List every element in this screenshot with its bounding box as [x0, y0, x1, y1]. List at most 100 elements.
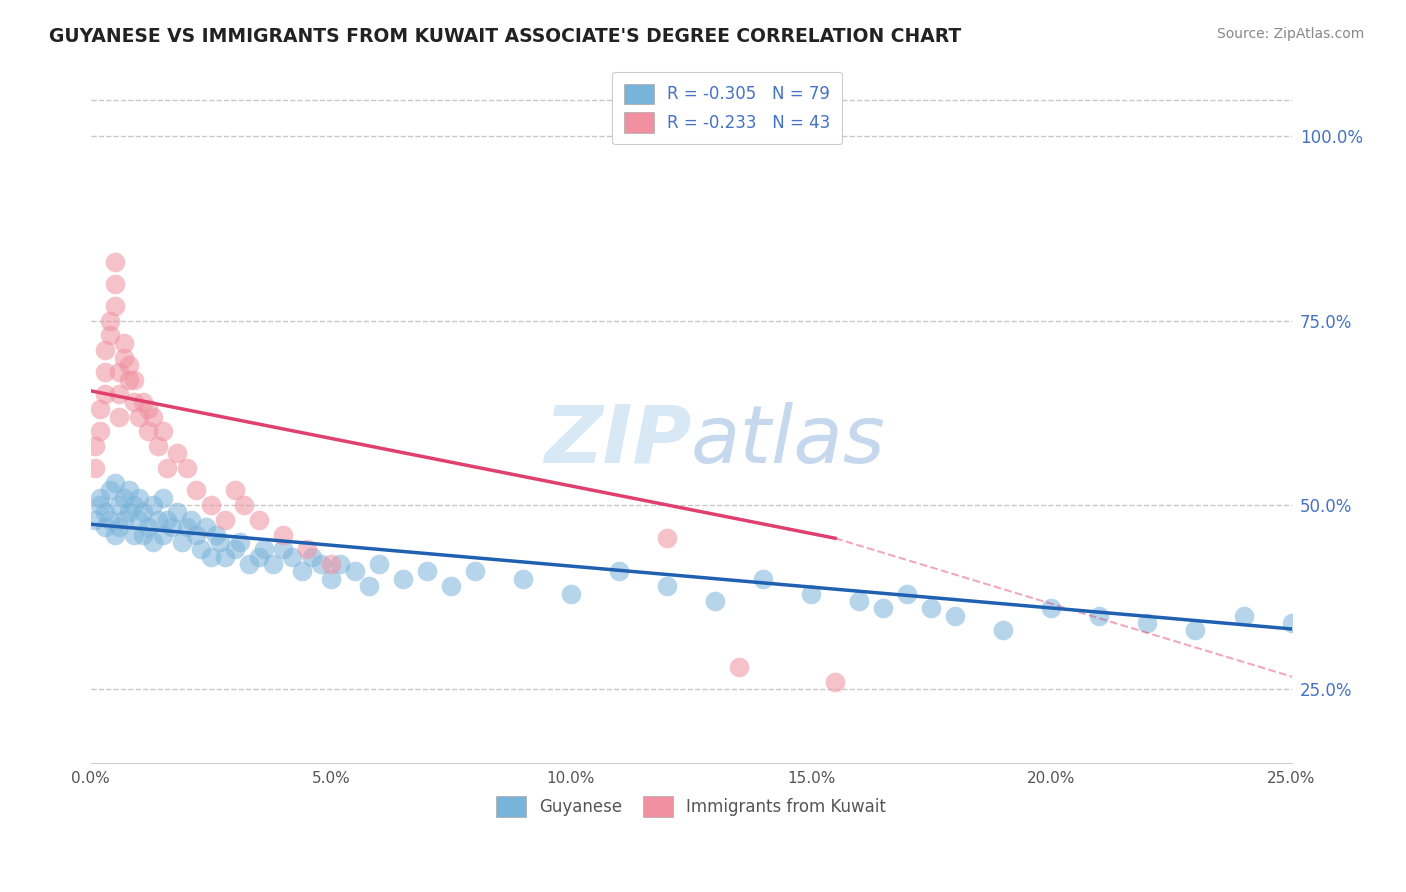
- Point: [84, 461, 107, 475]
- Point: [108, 387, 131, 401]
- Point: [89, 425, 111, 439]
- Point: [104, 527, 127, 541]
- Point: [122, 498, 145, 512]
- Point: [943, 608, 966, 623]
- Point: [152, 491, 174, 505]
- Point: [233, 498, 256, 512]
- Point: [309, 557, 332, 571]
- Point: [655, 579, 678, 593]
- Point: [1232, 608, 1254, 623]
- Point: [295, 542, 318, 557]
- Point: [132, 505, 155, 519]
- Point: [84, 513, 107, 527]
- Point: [104, 299, 127, 313]
- Point: [319, 572, 342, 586]
- Point: [281, 549, 304, 564]
- Point: [704, 594, 727, 608]
- Text: GUYANESE VS IMMIGRANTS FROM KUWAIT ASSOCIATE'S DEGREE CORRELATION CHART: GUYANESE VS IMMIGRANTS FROM KUWAIT ASSOC…: [49, 27, 962, 45]
- Point: [238, 557, 260, 571]
- Point: [824, 675, 846, 690]
- Point: [128, 491, 150, 505]
- Point: [98, 513, 121, 527]
- Point: [224, 542, 246, 557]
- Point: [416, 565, 439, 579]
- Point: [186, 483, 208, 498]
- Point: [122, 527, 145, 541]
- Point: [1136, 615, 1159, 630]
- Point: [136, 425, 159, 439]
- Point: [228, 535, 250, 549]
- Point: [214, 513, 236, 527]
- Point: [200, 549, 222, 564]
- Point: [162, 520, 184, 534]
- Point: [247, 513, 270, 527]
- Point: [247, 549, 270, 564]
- Point: [301, 549, 323, 564]
- Point: [655, 531, 678, 545]
- Point: [89, 498, 111, 512]
- Point: [176, 520, 198, 534]
- Point: [112, 491, 135, 505]
- Text: Source: ZipAtlas.com: Source: ZipAtlas.com: [1216, 27, 1364, 41]
- Point: [136, 402, 159, 417]
- Point: [98, 483, 121, 498]
- Point: [156, 513, 179, 527]
- Point: [204, 527, 226, 541]
- Point: [1040, 601, 1063, 615]
- Point: [122, 395, 145, 409]
- Point: [132, 395, 155, 409]
- Point: [271, 542, 294, 557]
- Point: [209, 535, 232, 549]
- Point: [872, 601, 894, 615]
- Point: [176, 461, 198, 475]
- Point: [752, 572, 775, 586]
- Point: [291, 565, 314, 579]
- Point: [108, 365, 131, 379]
- Point: [224, 483, 246, 498]
- Point: [84, 439, 107, 453]
- Point: [359, 579, 381, 593]
- Point: [142, 498, 165, 512]
- Point: [607, 565, 630, 579]
- Point: [146, 513, 169, 527]
- Point: [98, 328, 121, 343]
- Point: [94, 387, 117, 401]
- Point: [343, 565, 366, 579]
- Point: [128, 409, 150, 424]
- Text: ZIP: ZIP: [544, 402, 692, 480]
- Point: [329, 557, 352, 571]
- Point: [108, 520, 131, 534]
- Point: [142, 409, 165, 424]
- Point: [94, 365, 117, 379]
- Point: [118, 483, 141, 498]
- Point: [98, 314, 121, 328]
- Point: [152, 527, 174, 541]
- Legend: Guyanese, Immigrants from Kuwait: Guyanese, Immigrants from Kuwait: [489, 789, 893, 823]
- Point: [848, 594, 870, 608]
- Point: [896, 586, 918, 600]
- Point: [271, 527, 294, 541]
- Point: [104, 475, 127, 490]
- Point: [920, 601, 942, 615]
- Point: [108, 409, 131, 424]
- Point: [118, 358, 141, 372]
- Point: [1281, 615, 1303, 630]
- Point: [104, 277, 127, 291]
- Point: [252, 542, 274, 557]
- Point: [112, 513, 135, 527]
- Point: [392, 572, 415, 586]
- Point: [440, 579, 463, 593]
- Point: [319, 557, 342, 571]
- Point: [194, 520, 217, 534]
- Point: [128, 513, 150, 527]
- Point: [200, 498, 222, 512]
- Point: [512, 572, 534, 586]
- Point: [367, 557, 389, 571]
- Point: [122, 373, 145, 387]
- Point: [152, 425, 174, 439]
- Point: [1184, 624, 1206, 638]
- Point: [89, 402, 111, 417]
- Point: [112, 335, 135, 350]
- Point: [464, 565, 486, 579]
- Point: [560, 586, 582, 600]
